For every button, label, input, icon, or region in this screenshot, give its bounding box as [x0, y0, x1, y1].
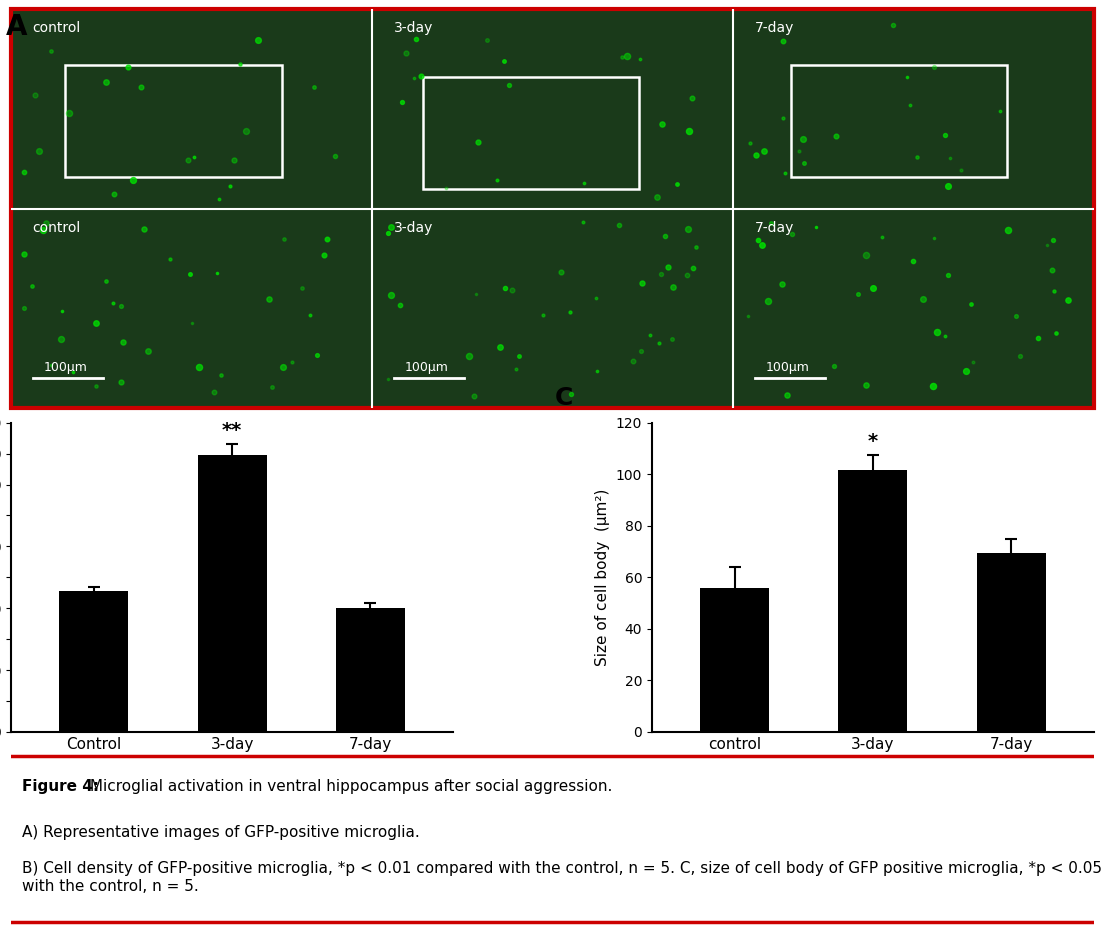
Text: 50μm: 50μm [766, 560, 801, 573]
Text: B) Cell density of GFP-positive microglia, *p < 0.01 compared with the control, : B) Cell density of GFP-positive microgli… [22, 861, 1105, 894]
Bar [791, 65, 1008, 177]
Text: C: C [555, 386, 573, 410]
Y-axis label: Size of cell body  (μm²): Size of cell body (μm²) [596, 489, 610, 666]
Text: 7-day: 7-day [755, 22, 794, 36]
Text: 7-day: 7-day [755, 221, 794, 235]
Text: **: ** [222, 421, 242, 439]
Bar [60, 591, 128, 732]
Bar [977, 553, 1045, 732]
Text: *: * [867, 432, 878, 451]
Text: control: control [33, 22, 81, 36]
Text: Microglial activation in ventral hippocampus after social aggression.: Microglial activation in ventral hippoca… [85, 779, 612, 794]
Bar [336, 609, 404, 732]
Text: control: control [33, 221, 81, 235]
Bar [839, 470, 907, 732]
Bar [422, 77, 639, 189]
Text: Figure 4:: Figure 4: [22, 779, 99, 794]
Text: 50μm: 50μm [404, 560, 441, 573]
Bar [198, 455, 266, 732]
Text: 100μm: 100μm [766, 361, 809, 374]
Bar [701, 587, 769, 732]
Text: 3-day: 3-day [393, 22, 433, 36]
Bar [65, 65, 282, 177]
Text: 3-day: 3-day [393, 221, 433, 235]
Text: A: A [6, 13, 28, 41]
Text: A) Representative images of GFP-positive microglia.: A) Representative images of GFP-positive… [22, 826, 420, 841]
Text: 100μm: 100μm [404, 361, 449, 374]
Text: 50μm: 50μm [43, 560, 80, 573]
Text: 100μm: 100μm [43, 361, 87, 374]
FancyBboxPatch shape [11, 9, 1094, 408]
